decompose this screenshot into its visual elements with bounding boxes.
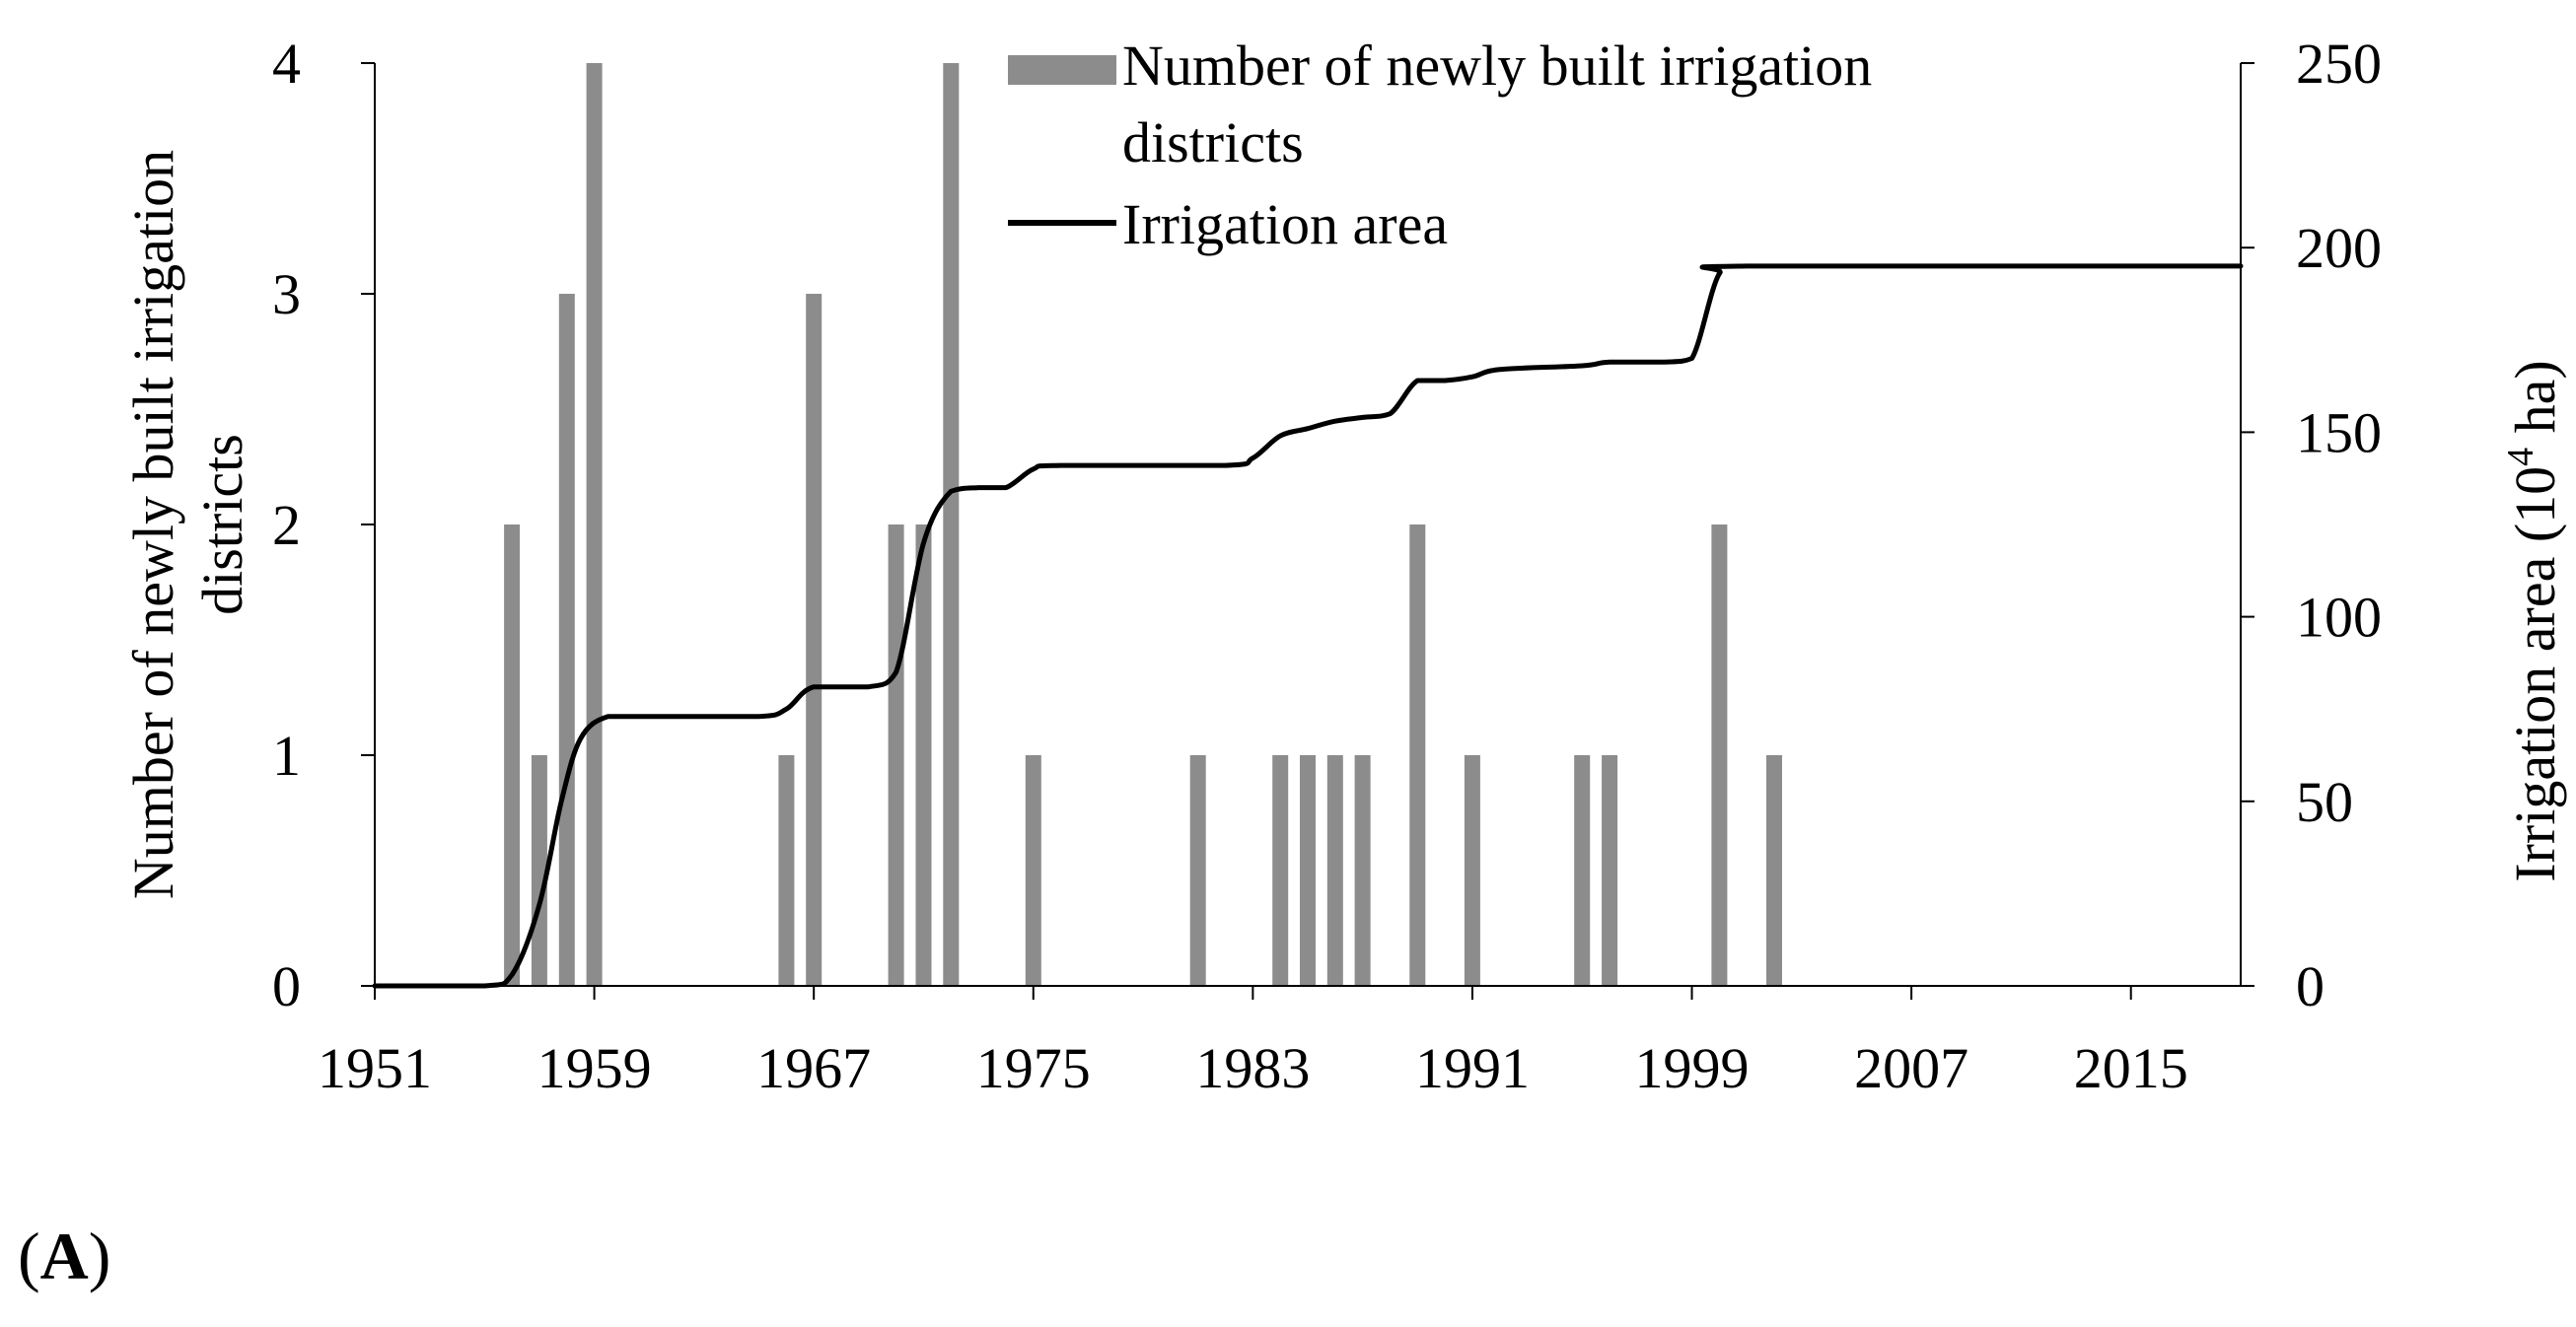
x-tick-label: 2007: [1854, 1036, 1968, 1100]
y-right-tick-label: 100: [2296, 586, 2382, 650]
y-right-tick-label: 0: [2296, 954, 2325, 1018]
x-tick-label: 1967: [756, 1036, 871, 1100]
x-tick-label: 1983: [1195, 1036, 1310, 1100]
bar-1975: [1025, 755, 1041, 986]
bar-2002: [1766, 755, 1782, 986]
bar-1984: [1272, 755, 1289, 986]
bar-1991: [1464, 755, 1480, 986]
bar-1970: [888, 524, 904, 986]
y-right-title-end: ha): [2503, 360, 2567, 448]
bar-1986: [1326, 755, 1343, 986]
bar-1966: [778, 755, 795, 986]
x-tick-label: 1951: [318, 1036, 432, 1100]
y-right-title-superscript: 4: [2500, 448, 2541, 466]
bar-1981: [1189, 755, 1206, 986]
y-right-tick-label: 150: [2296, 400, 2382, 464]
bar-1987: [1354, 755, 1371, 986]
x-tick-label: 1975: [976, 1036, 1091, 1100]
y-right-title: Irrigation area (104 ha): [2500, 360, 2567, 881]
bar-1995: [1574, 755, 1591, 986]
bar-1958: [558, 294, 575, 986]
bar-1959: [586, 63, 603, 986]
y-right-title-main: Irrigation area (10: [2503, 466, 2567, 882]
bar-2000: [1711, 524, 1728, 986]
panel-label-letter: A: [39, 1219, 89, 1293]
y-left-tick-label: 4: [272, 32, 301, 96]
x-tick-label: 1959: [537, 1036, 652, 1100]
legend-bar-label-line1: Number of newly built irrigation: [1122, 34, 1872, 98]
y-left-tick-label: 2: [272, 493, 301, 557]
bar-1996: [1602, 755, 1618, 986]
y-right-tick-label: 200: [2296, 216, 2382, 280]
y-right-tick-label: 50: [2296, 770, 2353, 834]
irrigation-area-line: [372, 263, 2244, 989]
bar-1971: [915, 524, 932, 986]
y-left-title-line1: Number of newly built irrigation: [121, 150, 185, 899]
x-tick-label: 1999: [1635, 1036, 1750, 1100]
panel-label: (A): [18, 1218, 110, 1295]
y-right-tick-label: 250: [2296, 32, 2382, 96]
bar-1972: [943, 63, 960, 986]
y-left-title-line2: districts: [190, 434, 254, 615]
legend-bar-label-line2: districts: [1122, 110, 1304, 175]
y-left-tick-label: 0: [272, 954, 301, 1018]
legend-bar-swatch: [1008, 55, 1116, 85]
x-tick-label: 1991: [1415, 1036, 1530, 1100]
bar-1985: [1300, 755, 1316, 986]
legend-line-label: Irrigation area: [1122, 192, 1448, 256]
bars-layer: [504, 63, 1782, 986]
y-left-tick-label: 1: [272, 724, 301, 788]
panel-label-open: (: [18, 1219, 40, 1293]
legend: Number of newly built irrigation distric…: [1008, 34, 1872, 256]
bar-1956: [504, 524, 521, 986]
x-tick-label: 2015: [2074, 1036, 2188, 1100]
line-layer: [372, 263, 2244, 989]
panel-label-close: ): [88, 1219, 111, 1293]
bar-1957: [531, 755, 547, 986]
bar-1989: [1409, 524, 1426, 986]
y-left-tick-label: 3: [272, 262, 301, 326]
bar-1967: [806, 294, 823, 986]
tick-labels: 0 1 2 3 4 0 50 100 150 200 250 1951 1959 1967 1975 1983…: [272, 32, 2382, 1100]
